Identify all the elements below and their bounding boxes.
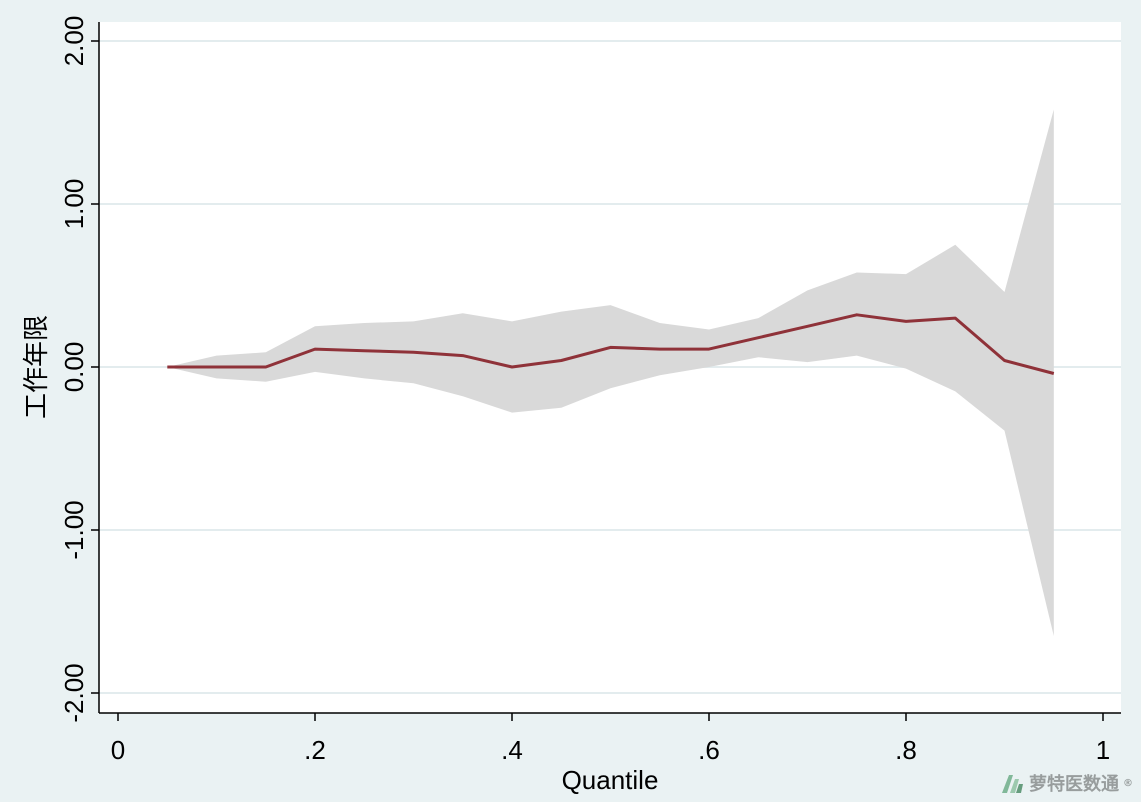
y-tick-label: -1.00 [59,500,89,559]
y-tick-label: 2.00 [59,16,89,67]
coefficient-line [167,313,1055,375]
y-tick-label: -2.00 [59,663,89,722]
x-tick-label: .4 [501,735,523,765]
x-axis-title: Quantile [562,765,659,795]
x-tick-label: 1 [1096,735,1110,765]
y-tick-label: 1.00 [59,179,89,230]
confidence-band [167,109,1054,636]
x-tick-label: .6 [698,735,720,765]
y-ticks: -2.00 -1.00 0.00 1.00 2.00 [59,16,99,723]
logo-icon [1002,775,1023,793]
x-tick-label: 0 [111,735,125,765]
watermark: 萝特医数通 ® [999,770,1133,796]
y-axis-title: 工作年限 [21,315,51,419]
watermark-text: 萝特医数通 [1029,774,1119,795]
y-tick-label: 0.00 [59,342,89,393]
x-ticks: 0 .2 .4 .6 .8 1 [111,713,1110,765]
x-tick-label: .8 [895,735,917,765]
x-tick-label: .2 [304,735,326,765]
registered-mark: ® [1123,777,1133,789]
